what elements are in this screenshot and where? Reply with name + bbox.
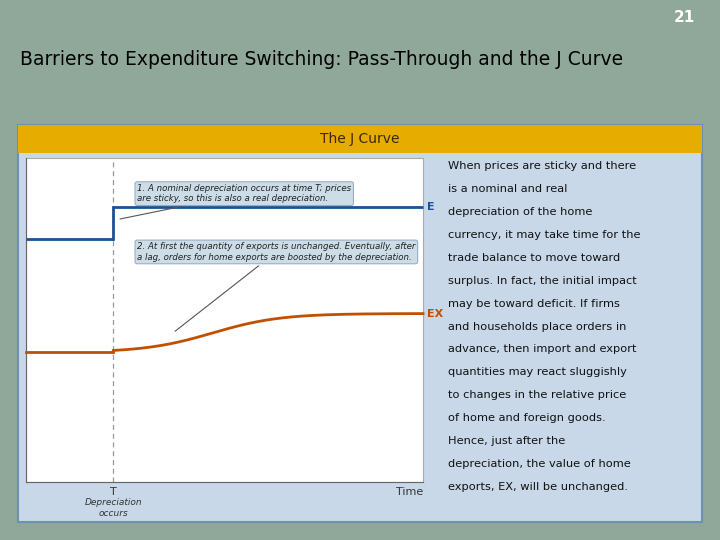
Bar: [18, 125, 702, 522]
Text: exports, EX, will be unchanged.: exports, EX, will be unchanged.: [448, 482, 628, 492]
Text: currency, it may take time for the: currency, it may take time for the: [448, 230, 641, 240]
Text: is a nominal and real: is a nominal and real: [448, 184, 567, 194]
Text: may be toward deficit. If firms: may be toward deficit. If firms: [448, 299, 620, 308]
Text: T: T: [110, 487, 117, 497]
Text: advance, then import and export: advance, then import and export: [448, 345, 636, 354]
Text: and households place orders in: and households place orders in: [448, 321, 626, 332]
Text: Hence, just after the: Hence, just after the: [448, 436, 565, 446]
Text: to changes in the relative price: to changes in the relative price: [448, 390, 626, 400]
Text: quantities may react sluggishly: quantities may react sluggishly: [448, 367, 627, 377]
Text: 21: 21: [673, 10, 695, 25]
Text: 2. At first the quantity of exports is unchanged. Eventually, after
a lag, order: 2. At first the quantity of exports is u…: [137, 242, 415, 331]
Text: 1. A nominal depreciation occurs at time T; prices
are sticky, so this is also a: 1. A nominal depreciation occurs at time…: [120, 184, 351, 219]
Text: surplus. In fact, the initial impact: surplus. In fact, the initial impact: [448, 275, 636, 286]
Bar: [26, 158, 423, 482]
Text: When prices are sticky and there: When prices are sticky and there: [448, 161, 636, 171]
Text: Time: Time: [396, 487, 423, 497]
Text: Barriers to Expenditure Switching: Pass-Through and the J Curve: Barriers to Expenditure Switching: Pass-…: [20, 50, 623, 69]
Text: Depreciation
occurs: Depreciation occurs: [84, 498, 142, 518]
Text: The J Curve: The J Curve: [320, 132, 400, 146]
Text: E: E: [427, 201, 435, 212]
Text: depreciation of the home: depreciation of the home: [448, 207, 593, 217]
Text: of home and foreign goods.: of home and foreign goods.: [448, 413, 606, 423]
Bar: [18, 125, 702, 153]
Text: EX: EX: [427, 308, 444, 319]
Text: trade balance to move toward: trade balance to move toward: [448, 253, 620, 263]
Text: depreciation, the value of home: depreciation, the value of home: [448, 459, 631, 469]
